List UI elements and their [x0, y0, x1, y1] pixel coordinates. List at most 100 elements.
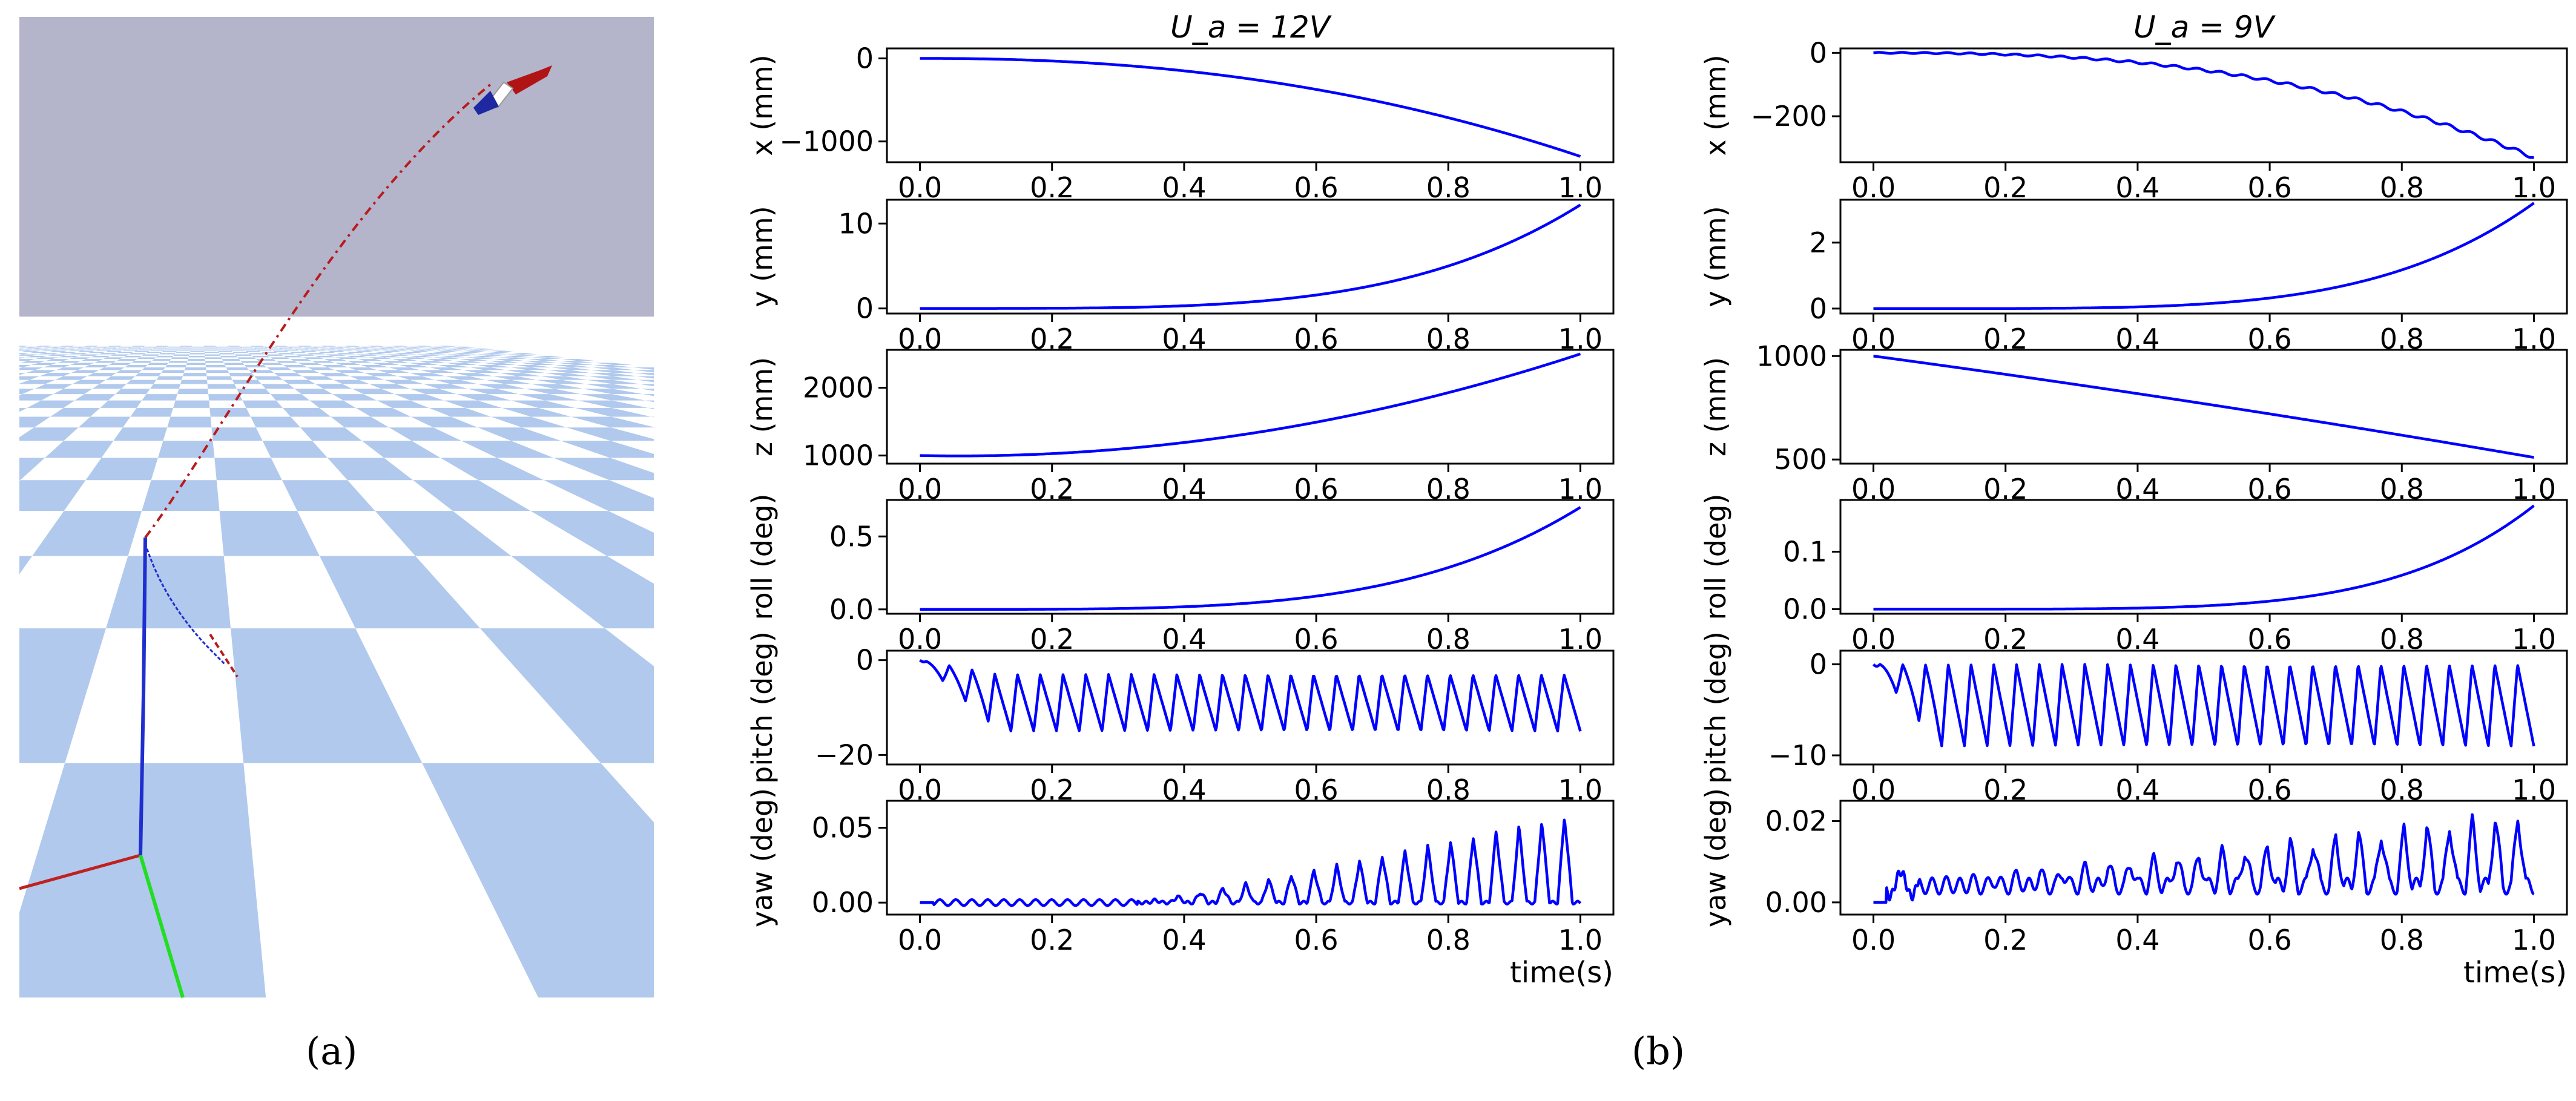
floor-tile	[377, 370, 410, 373]
floor-tile	[410, 416, 478, 428]
y-tick-label: 0	[1810, 36, 1827, 69]
floor-tile	[493, 359, 524, 361]
floor-tile	[19, 628, 107, 763]
floor-tile	[231, 628, 423, 763]
floor-tile	[463, 350, 487, 352]
floor-tile	[289, 352, 307, 353]
floor-tile	[562, 359, 596, 361]
floor-tile	[185, 367, 206, 370]
floor-tile	[138, 348, 153, 350]
y-axis-label: yaw (deg)	[746, 788, 779, 927]
floor-tile	[56, 367, 84, 370]
y-tick-label: 0.02	[1765, 805, 1827, 838]
floor-tile	[175, 352, 191, 353]
floor-tile	[355, 407, 411, 417]
floor-tile	[237, 389, 271, 395]
floor-tile	[633, 367, 654, 370]
floor-tile	[278, 347, 294, 349]
floor-tile	[19, 394, 53, 401]
x-axis-label: time(s)	[2463, 956, 2567, 990]
floor-tile	[648, 407, 654, 409]
floor-tile	[369, 384, 410, 389]
floor-tile	[68, 353, 88, 355]
floor-tile	[444, 400, 502, 408]
floor-tile	[130, 407, 174, 417]
floor-tile	[177, 389, 209, 395]
floor-tile	[250, 416, 301, 428]
series-line	[919, 57, 1581, 158]
floor-tile	[541, 376, 587, 380]
floor-tile	[319, 348, 337, 350]
floor-tile	[171, 357, 189, 360]
floor-tile	[555, 365, 593, 367]
floor-tile	[524, 361, 558, 363]
x-tick-label: 1.0	[1558, 924, 1603, 956]
floor-tile	[503, 355, 532, 358]
floor-tile	[102, 347, 117, 349]
floor-tile	[300, 427, 362, 441]
x-tick-label: 0.0	[1851, 924, 1896, 956]
x-tick-label: 0.0	[1851, 171, 1896, 204]
floor-tile	[19, 367, 44, 370]
series-line	[919, 203, 1581, 310]
floor-tile	[58, 355, 79, 358]
floor-tile	[506, 370, 545, 373]
plot-frame	[886, 649, 1615, 766]
floor-tile	[100, 400, 142, 408]
floor-tile	[277, 353, 295, 355]
floor-tile	[50, 407, 100, 417]
plot-frame	[1839, 649, 2568, 766]
floor-tile	[242, 348, 257, 350]
floor-tile	[349, 376, 384, 380]
floor-tile	[299, 350, 317, 352]
floor-tile	[283, 380, 315, 384]
floor-tile	[481, 353, 507, 355]
floor-tile	[361, 441, 441, 458]
x-tick-label: 0.0	[898, 924, 942, 956]
floor-tile	[452, 347, 473, 349]
floor-tile	[35, 357, 58, 360]
floor-tile	[561, 441, 654, 458]
floor-tile	[335, 363, 361, 366]
subplot-7: 0.0 0.2 0.4 0.6 0.8 1.0 0 −200 x (mm) U_a = 9V	[1699, 10, 2568, 204]
series-line	[1873, 51, 2535, 159]
floor-tile	[131, 361, 153, 363]
y-tick-label: 1000	[803, 439, 874, 472]
x-tick-label: 0.6	[2248, 924, 2292, 956]
series-line	[919, 659, 1582, 733]
floor-tile	[38, 353, 59, 355]
floor-tile	[50, 347, 68, 349]
floor-tile	[520, 363, 555, 366]
floor-tile	[261, 363, 283, 366]
floor-tile	[19, 357, 25, 359]
floor-tile	[205, 365, 226, 367]
column-title: U_a = 12V	[1170, 10, 1332, 45]
floor-tile	[389, 367, 420, 370]
floor-tile	[302, 376, 334, 380]
floor-tile	[518, 394, 578, 401]
floor-tile	[578, 400, 648, 408]
floor-tile	[536, 380, 585, 384]
floor-tile	[309, 349, 327, 351]
caption-a: (a)	[306, 1029, 358, 1073]
floor-tile	[186, 363, 206, 366]
floor-tile	[420, 370, 455, 373]
floor-tile	[19, 416, 51, 428]
floor-tile	[476, 365, 511, 367]
floor-tile	[372, 363, 400, 366]
y-tick-label: 0.00	[1765, 886, 1827, 919]
floor-tile	[467, 389, 519, 395]
x-tick-label: 0.6	[1294, 171, 1339, 204]
floor-tile	[483, 363, 516, 366]
y-tick-label: −200	[1751, 100, 1827, 133]
floor-tile	[110, 354, 130, 356]
floor-tile	[270, 394, 310, 401]
floor-tile	[272, 350, 289, 352]
y-axis-label: yaw (deg)	[1699, 788, 1732, 927]
y-tick-label: 0.05	[812, 812, 874, 844]
world-x-axis	[19, 853, 141, 890]
